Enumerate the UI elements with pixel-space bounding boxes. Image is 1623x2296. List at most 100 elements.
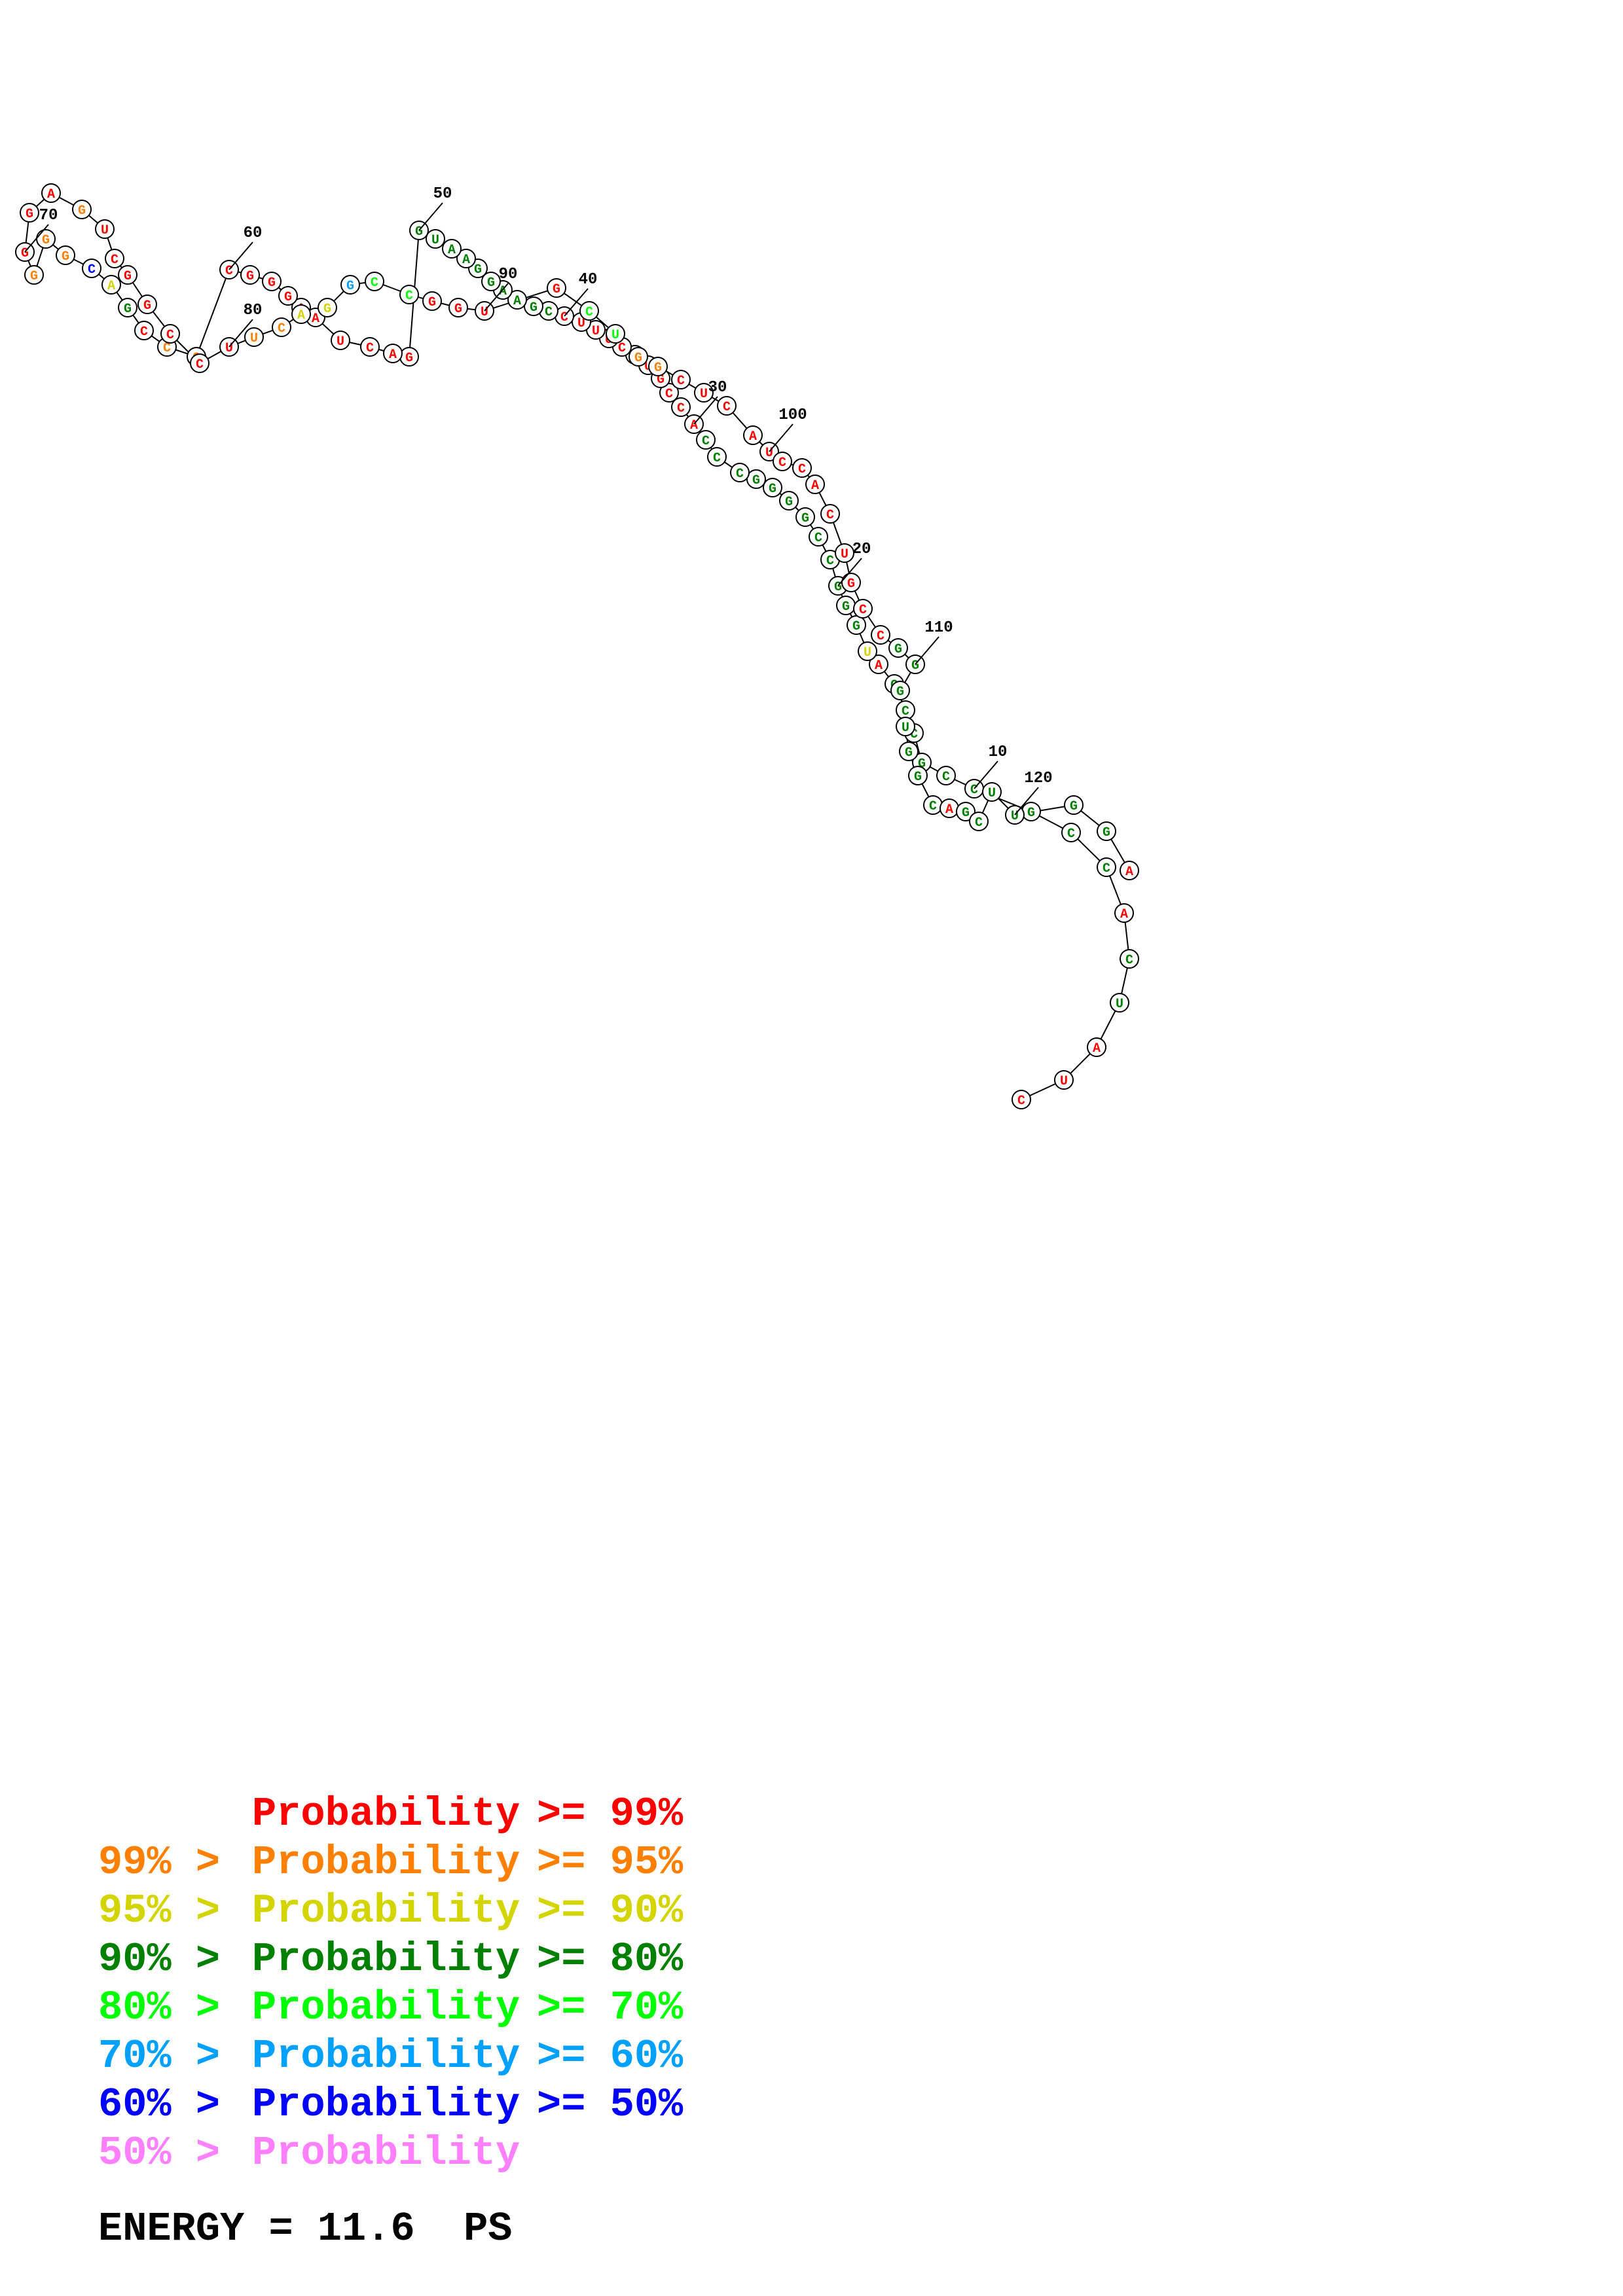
nucleotide-base: G <box>143 298 151 314</box>
nucleotide-base: C <box>975 816 983 831</box>
energy-label: ENERGY = 11.6 PS <box>98 2206 513 2252</box>
nucleotide-base: U <box>864 645 871 660</box>
nucleotide-11: C <box>936 766 956 785</box>
nucleotide-base: G <box>553 282 560 297</box>
nucleotide-circle <box>853 599 873 619</box>
nucleotide-base: C <box>736 467 744 482</box>
nucleotide-98: C <box>717 396 737 416</box>
nucleotide-base: U <box>577 316 585 331</box>
nucleotide-circle <box>1110 993 1129 1013</box>
nucleotide-circle <box>318 298 337 317</box>
nucleotide-circle <box>291 304 311 324</box>
nucleotide-circle <box>792 458 812 478</box>
legend-threshold: >= 50% <box>537 2081 684 2128</box>
legend-label: Probability <box>252 1984 520 2031</box>
nucleotide-base: U <box>337 334 344 350</box>
nucleotide-circle <box>606 324 625 344</box>
legend-range: 70% > <box>98 2033 221 2079</box>
nucleotide-circle <box>1097 821 1116 841</box>
nucleotide-42: G <box>524 296 543 316</box>
legend-label: Probability <box>252 2081 520 2128</box>
nucleotide-base: A <box>1093 1041 1101 1056</box>
nucleotide-18: G <box>847 615 866 635</box>
nucleotide-circle <box>56 245 75 265</box>
nucleotide-123: A <box>1120 861 1139 880</box>
nucleotide-16: A <box>869 655 888 674</box>
nucleotide-base: A <box>389 348 397 363</box>
nucleotide-64: G <box>118 298 137 317</box>
nucleotide-circle <box>134 321 154 340</box>
legend-label: Probability <box>252 1888 520 1934</box>
nucleotide-circle <box>629 347 648 367</box>
nucleotide-base: C <box>942 770 950 785</box>
nucleotide-base: C <box>814 531 822 546</box>
nucleotide-circle <box>1087 1037 1106 1057</box>
nucleotide-28: C <box>707 447 727 467</box>
nucleotide-7: C <box>1097 857 1116 877</box>
nucleotide-base: C <box>665 387 673 402</box>
nucleotide-base: G <box>405 351 413 366</box>
nucleotide-circle <box>820 504 840 524</box>
nucleotide-26: G <box>746 469 766 489</box>
nucleotide-base: G <box>428 295 436 310</box>
nucleotide-97: U <box>694 383 714 403</box>
nucleotide-58: G <box>262 272 282 291</box>
legend-threshold: >= 90% <box>537 1888 684 1934</box>
nucleotide-circle <box>1054 1070 1074 1090</box>
nucleotide-base: U <box>841 547 848 562</box>
nucleotide-base: U <box>431 233 439 248</box>
nucleotide-102: C <box>792 458 812 478</box>
legend-label: Probability <box>252 1839 520 1886</box>
nucleotide-2: U <box>1054 1070 1074 1090</box>
nucleotide-circle <box>95 219 115 239</box>
nucleotide-87: C <box>399 285 419 304</box>
nucleotide-89: G <box>448 298 468 317</box>
nucleotide-27: C <box>730 463 750 482</box>
nucleotide-75: C <box>105 249 124 268</box>
nucleotide-base: G <box>124 269 132 284</box>
nucleotide-base: U <box>101 223 109 238</box>
nucleotide-104: C <box>820 504 840 524</box>
nucleotide-circle <box>659 383 679 403</box>
nucleotide-base: U <box>700 387 708 402</box>
position-label-80: 80 <box>244 302 263 319</box>
position-label-50: 50 <box>433 185 452 203</box>
nucleotide-circle <box>1097 857 1116 877</box>
nucleotide-92: C <box>579 301 599 321</box>
nucleotide-base: C <box>366 341 374 356</box>
nucleotide-94: G <box>629 347 648 367</box>
nucleotide-base: C <box>166 328 174 343</box>
nucleotide-base: G <box>654 361 662 376</box>
nucleotide-51: G <box>399 347 419 367</box>
nucleotide-base: A <box>513 294 521 309</box>
nucleotide-circle <box>72 200 92 219</box>
nucleotide-circle <box>1120 949 1139 969</box>
nucleotide-circle <box>137 295 157 314</box>
nucleotide-119: U <box>982 782 1002 802</box>
nucleotide-99: A <box>743 425 763 445</box>
nucleotide-base: G <box>346 279 354 294</box>
nucleotide-95: G <box>648 357 668 376</box>
nucleotide-117: G <box>956 802 976 821</box>
nucleotide-circle <box>648 357 668 376</box>
nucleotide-base: G <box>852 619 860 634</box>
nucleotide-circle <box>82 259 101 278</box>
nucleotide-3: A <box>1087 1037 1106 1057</box>
nucleotide-base: A <box>875 658 883 673</box>
nucleotide-base: G <box>896 685 904 700</box>
legend-label: Probability <box>252 1936 520 1982</box>
nucleotide-59: G <box>240 265 260 285</box>
nucleotide-base: G <box>268 276 276 291</box>
nucleotide-73: G <box>72 200 92 219</box>
nucleotide-circle <box>1061 823 1081 842</box>
nucleotide-circle <box>899 742 919 761</box>
nucleotide-29: C <box>696 430 716 450</box>
nucleotide-base: U <box>611 328 619 343</box>
position-label-40: 40 <box>579 271 598 289</box>
nucleotide-circle <box>717 396 737 416</box>
nucleotide-circle <box>982 782 1002 802</box>
nucleotide-base: G <box>30 269 38 284</box>
nucleotide-circle <box>1064 795 1084 815</box>
nucleotide-81: U <box>244 327 264 347</box>
nucleotide-base: U <box>250 331 258 346</box>
